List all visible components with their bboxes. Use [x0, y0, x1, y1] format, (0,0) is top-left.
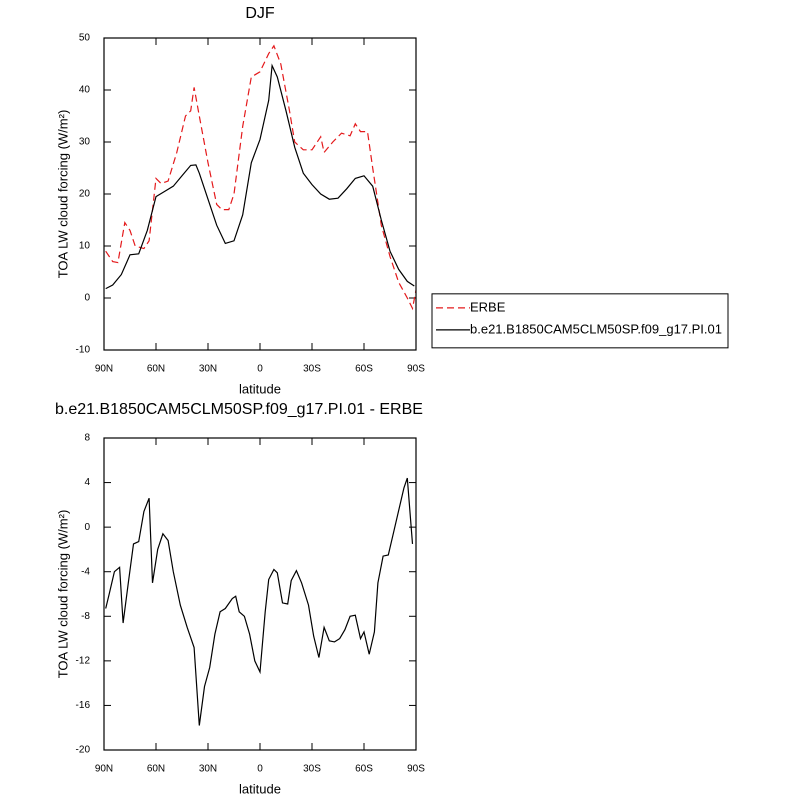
y-tick-label: 50 [79, 33, 91, 44]
y-axis-label: TOA LW cloud forcing (W/m²) [55, 510, 70, 679]
legend: ERBE b.e21.B1850CAM5CLM50SP.f09_g17.PI.01 [431, 293, 729, 349]
y-tick-label: 30 [79, 137, 91, 148]
data-line [105, 63, 415, 290]
y-axis-label: TOA LW cloud forcing (W/m²) [55, 110, 70, 279]
data-line [105, 44, 417, 311]
x-tick-label: 90N [95, 364, 113, 375]
x-axis-label: latitude [239, 381, 281, 396]
y-tick-label: -4 [81, 566, 90, 577]
y-tick-label: 8 [84, 433, 90, 444]
y-tick-label: -10 [76, 345, 91, 356]
x-axis-label: latitude [239, 781, 281, 796]
y-tick-label: -20 [76, 745, 91, 756]
x-tick-label: 30S [303, 764, 321, 775]
legend-label: ERBE [470, 299, 506, 314]
x-tick-label: 0 [257, 364, 263, 375]
x-tick-label: 90S [407, 764, 425, 775]
x-tick-label: 30N [199, 364, 217, 375]
legend-label: b.e21.B1850CAM5CLM50SP.f09_g17.PI.01 [470, 321, 722, 336]
y-tick-label: 0 [84, 522, 90, 533]
x-tick-label: 60N [147, 364, 165, 375]
chart-title: b.e21.B1850CAM5CLM50SP.f09_g17.PI.01 - E… [55, 401, 423, 418]
y-tick-label: -8 [81, 611, 90, 622]
legend-box [431, 293, 729, 349]
y-tick-label: 10 [79, 241, 91, 252]
y-tick-label: 20 [79, 189, 91, 200]
x-tick-label: 0 [257, 764, 263, 775]
y-tick-label: -16 [76, 700, 91, 711]
plot-frame [103, 437, 417, 751]
x-tick-label: 90S [407, 364, 425, 375]
x-tick-label: 60S [355, 364, 373, 375]
x-tick-label: 90N [95, 764, 113, 775]
y-tick-label: 40 [79, 85, 91, 96]
x-tick-label: 30S [303, 364, 321, 375]
x-tick-label: 60N [147, 764, 165, 775]
y-tick-label: -12 [76, 655, 91, 666]
chart-title: DJF [245, 5, 275, 22]
data-line [105, 477, 414, 726]
x-tick-label: 60S [355, 764, 373, 775]
y-tick-label: 4 [84, 477, 90, 488]
y-tick-label: 0 [84, 293, 90, 304]
plot-frame [103, 37, 417, 351]
x-tick-label: 30N [199, 764, 217, 775]
